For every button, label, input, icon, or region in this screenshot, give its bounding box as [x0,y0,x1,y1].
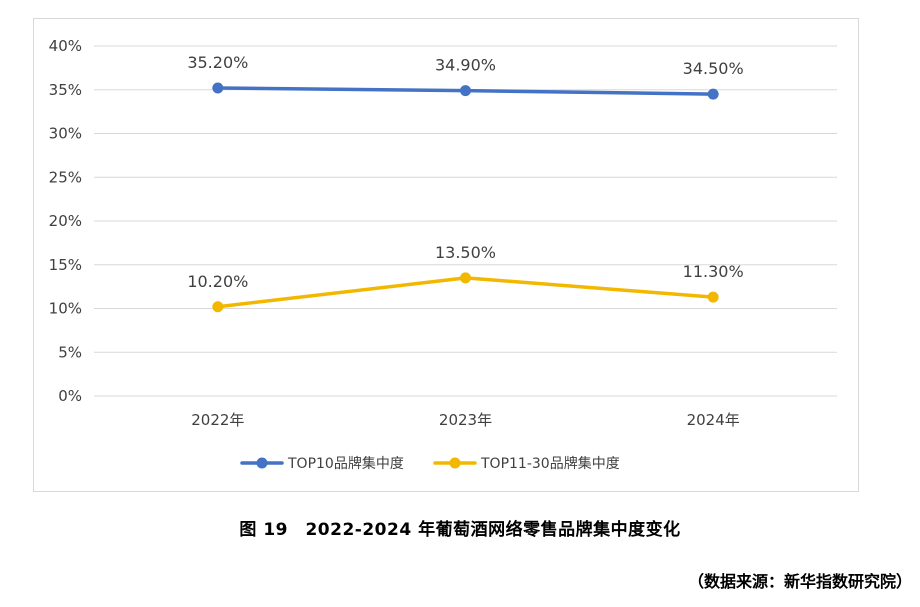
chart-frame: 0% 5% 10% 15% 20% 25% 30% 35% 40% 2022年 2023年 2024… [33,18,859,492]
y-tick-label: 25% [49,168,82,186]
legend-label: TOP11-30品牌集中度 [480,455,620,472]
data-label: 13.50% [435,243,496,262]
x-axis-ticks: 2022年 2023年 2024年 [191,411,740,429]
series-1: 35.20% 34.90% 34.50% [187,53,744,100]
y-tick-label: 35% [49,81,82,99]
data-label: 10.20% [187,272,248,291]
legend-label: TOP10品牌集中度 [287,455,404,472]
series-2: 10.20% 13.50% 11.30% [187,243,744,313]
data-label: 11.30% [683,262,744,281]
series-layer: 35.20% 34.90% 34.50% 10.20% 13.50% 11.30% [187,53,744,313]
legend-marker [256,457,268,469]
data-label: 35.20% [187,53,248,72]
x-tick-label: 2024年 [687,411,740,429]
data-point [460,272,471,284]
data-point [707,291,719,303]
data-label: 34.90% [435,56,496,75]
data-point [460,85,471,97]
legend-item: TOP11-30品牌集中度 [433,455,620,472]
legend: TOP10品牌集中度 TOP11-30品牌集中度 [240,455,620,472]
y-tick-label: 0% [58,387,82,405]
y-axis-ticks: 0% 5% 10% 15% 20% 25% 30% 35% 40% [49,37,82,405]
legend-marker [449,457,461,469]
figure-caption: 图 19 2022-2024 年葡萄酒网络零售品牌集中度变化 [239,520,681,540]
data-point [212,301,224,313]
data-point [707,88,719,100]
legend-item: TOP10品牌集中度 [240,455,404,472]
x-tick-label: 2023年 [439,411,492,429]
y-tick-label: 40% [49,37,82,55]
data-point [212,82,224,94]
x-tick-label: 2022年 [191,411,244,429]
gridlines [94,45,837,397]
y-tick-label: 20% [49,212,82,230]
source-note: （数据来源：新华指数研究院） [687,572,912,591]
y-tick-label: 5% [58,343,82,361]
y-tick-label: 15% [49,256,82,274]
y-tick-label: 30% [49,125,82,143]
y-tick-label: 10% [49,300,82,318]
line-chart: 0% 5% 10% 15% 20% 25% 30% 35% 40% 2022年 2023年 2024… [49,37,837,472]
data-label: 34.50% [683,59,744,78]
